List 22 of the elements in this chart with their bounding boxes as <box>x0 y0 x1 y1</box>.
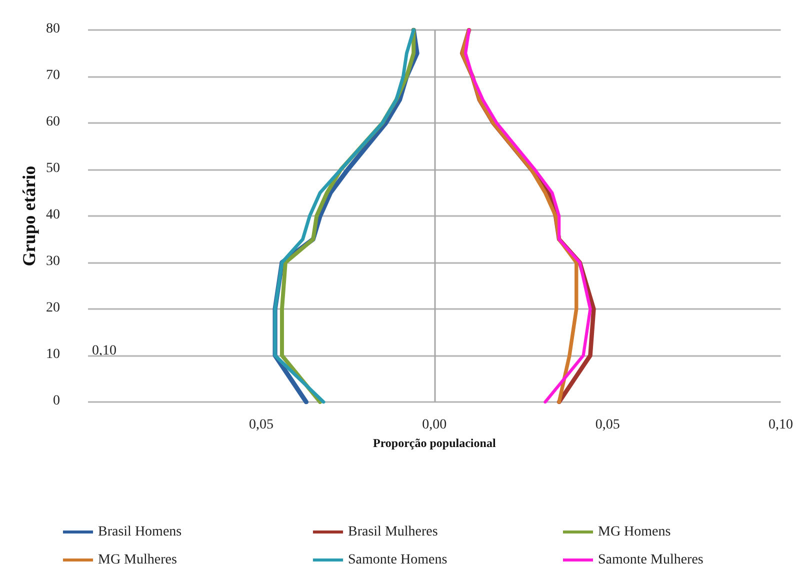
y-tick-label: 20 <box>46 300 60 316</box>
y-tick-label: 30 <box>46 254 60 269</box>
y-tick-label: 0 <box>53 394 60 408</box>
y-axis-title: Grupo etário <box>19 166 39 266</box>
x-axis-title: Proporção populacional <box>372 436 496 450</box>
legend-label: Samonte Mulheres <box>598 552 704 568</box>
x-tick-label: 0,00 <box>422 418 447 432</box>
y-tick-label: 50 <box>46 161 60 176</box>
x-tick-label: 0,10 <box>768 418 793 432</box>
x-tick-label: 0,05 <box>248 418 274 432</box>
y-tick-label: 70 <box>46 68 60 83</box>
legend-label: Brasil Mulheres <box>348 524 438 540</box>
y-tick-label: 80 <box>46 22 60 36</box>
y-tick-label: 60 <box>46 114 60 130</box>
y-tick-label: 10 <box>46 347 60 362</box>
annotation: 0,10 <box>92 344 116 358</box>
legend-label: MG Homens <box>598 524 671 540</box>
legend-label: Brasil Homens <box>98 524 182 540</box>
legend-label: Samonte Homens <box>348 552 448 568</box>
x-tick-label: 0,05 <box>595 418 620 432</box>
y-tick-label: 40 <box>46 208 60 222</box>
legend-label: MG Mulheres <box>98 552 177 568</box>
